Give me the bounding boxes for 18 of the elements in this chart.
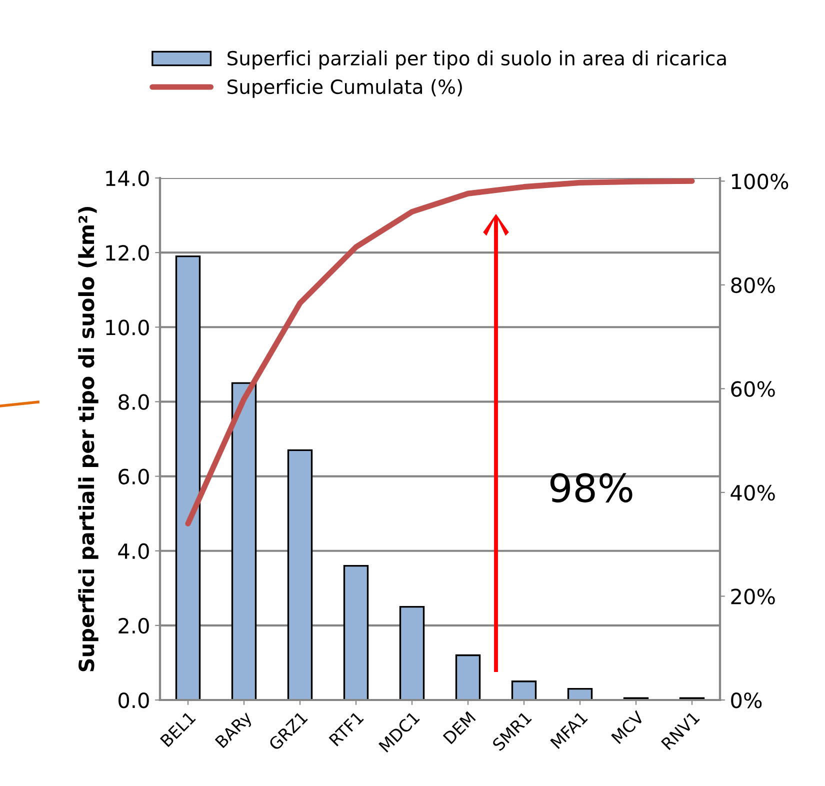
y-tick-label: 12.0: [106, 245, 149, 261]
y2-tick-label: 100%: [732, 174, 788, 190]
y-tick-label: 0.0: [118, 692, 149, 708]
legend-label: Superfici parziali per tipo di suolo in area di ricarica: [228, 50, 726, 70]
legend-label: Superficie Cumulata (%): [228, 79, 462, 98]
y-tick-label: 6.0: [118, 468, 149, 484]
y-tick-label: 4.0: [118, 543, 149, 560]
y-tick-label: 10.0: [106, 320, 149, 336]
y-axis-title: Superfici partiali per tipo di suolo (km²): [78, 207, 98, 672]
y-tick-label: 2.0: [118, 618, 149, 634]
annotation: 98%: [550, 473, 632, 502]
y2-tick-label: 40%: [730, 484, 775, 501]
y2-tick-label: 80%: [731, 277, 775, 294]
y2-tick-label: 60%: [731, 381, 775, 397]
y-tick-label: 14.0: [106, 170, 149, 186]
y2-tick-label: 0%: [731, 692, 762, 708]
y-tick-label: 8.0: [118, 394, 149, 410]
y2-tick-label: 20%: [731, 588, 775, 604]
